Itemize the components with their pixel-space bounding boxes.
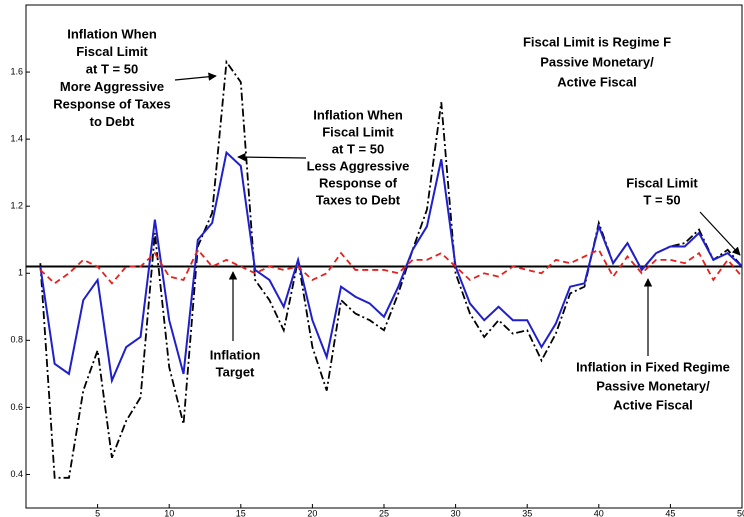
x-tick-label: 20	[307, 508, 317, 517]
annotation: at T = 50	[332, 141, 384, 156]
y-tick-label: 1.2	[10, 201, 23, 211]
annotation: Passive Monetary/	[540, 54, 654, 69]
y-tick-label: 0.6	[10, 402, 23, 412]
x-tick-label: 15	[236, 508, 246, 517]
annotation-arrow	[699, 211, 741, 256]
annotation: More Aggressive	[60, 79, 164, 94]
annotation: Response of Taxes	[53, 96, 171, 111]
annotation: Inflation When	[67, 26, 157, 41]
annotation: Target	[216, 364, 255, 379]
y-tick-label: 0.4	[10, 469, 23, 479]
annotation: Less Aggressive	[307, 158, 410, 173]
y-tick-label: 0.8	[10, 335, 23, 345]
y-tick-label: 1.6	[10, 66, 23, 76]
annotation-arrow	[174, 72, 217, 81]
annotation-arrow	[237, 152, 307, 162]
annotation: T = 50	[643, 192, 680, 207]
annotation: Inflation in Fixed Regime	[576, 359, 730, 374]
x-tick-label: 25	[379, 508, 389, 517]
annotation: Fiscal Limit	[76, 44, 148, 59]
annotation: Inflation	[210, 347, 261, 362]
x-tick-label: 50	[737, 508, 744, 517]
series-line	[39, 248, 743, 285]
series-line	[39, 150, 743, 385]
annotation: Fiscal Limit	[626, 175, 698, 190]
x-tick-label: 40	[594, 508, 604, 517]
annotation: Fiscal Limit is Regime F	[523, 34, 671, 49]
x-tick-label: 5	[95, 508, 100, 517]
annotation: Fiscal Limit	[322, 124, 394, 139]
x-tick-label: 35	[522, 508, 532, 517]
y-tick-label: 1	[18, 268, 23, 278]
x-tick-label: 10	[164, 508, 174, 517]
x-tick-label: 45	[665, 508, 675, 517]
annotation: Taxes to Debt	[316, 192, 401, 207]
annotation: Response of	[319, 175, 398, 190]
annotation: Active Fiscal	[557, 74, 637, 89]
annotation: Active Fiscal	[613, 397, 693, 412]
y-tick-label: 1.4	[10, 134, 23, 144]
annotation: to Debt	[90, 114, 135, 129]
annotation: at T = 50	[86, 61, 138, 76]
annotation: Passive Monetary/	[596, 378, 710, 393]
annotation: Inflation When	[313, 107, 403, 122]
x-tick-label: 30	[451, 508, 461, 517]
